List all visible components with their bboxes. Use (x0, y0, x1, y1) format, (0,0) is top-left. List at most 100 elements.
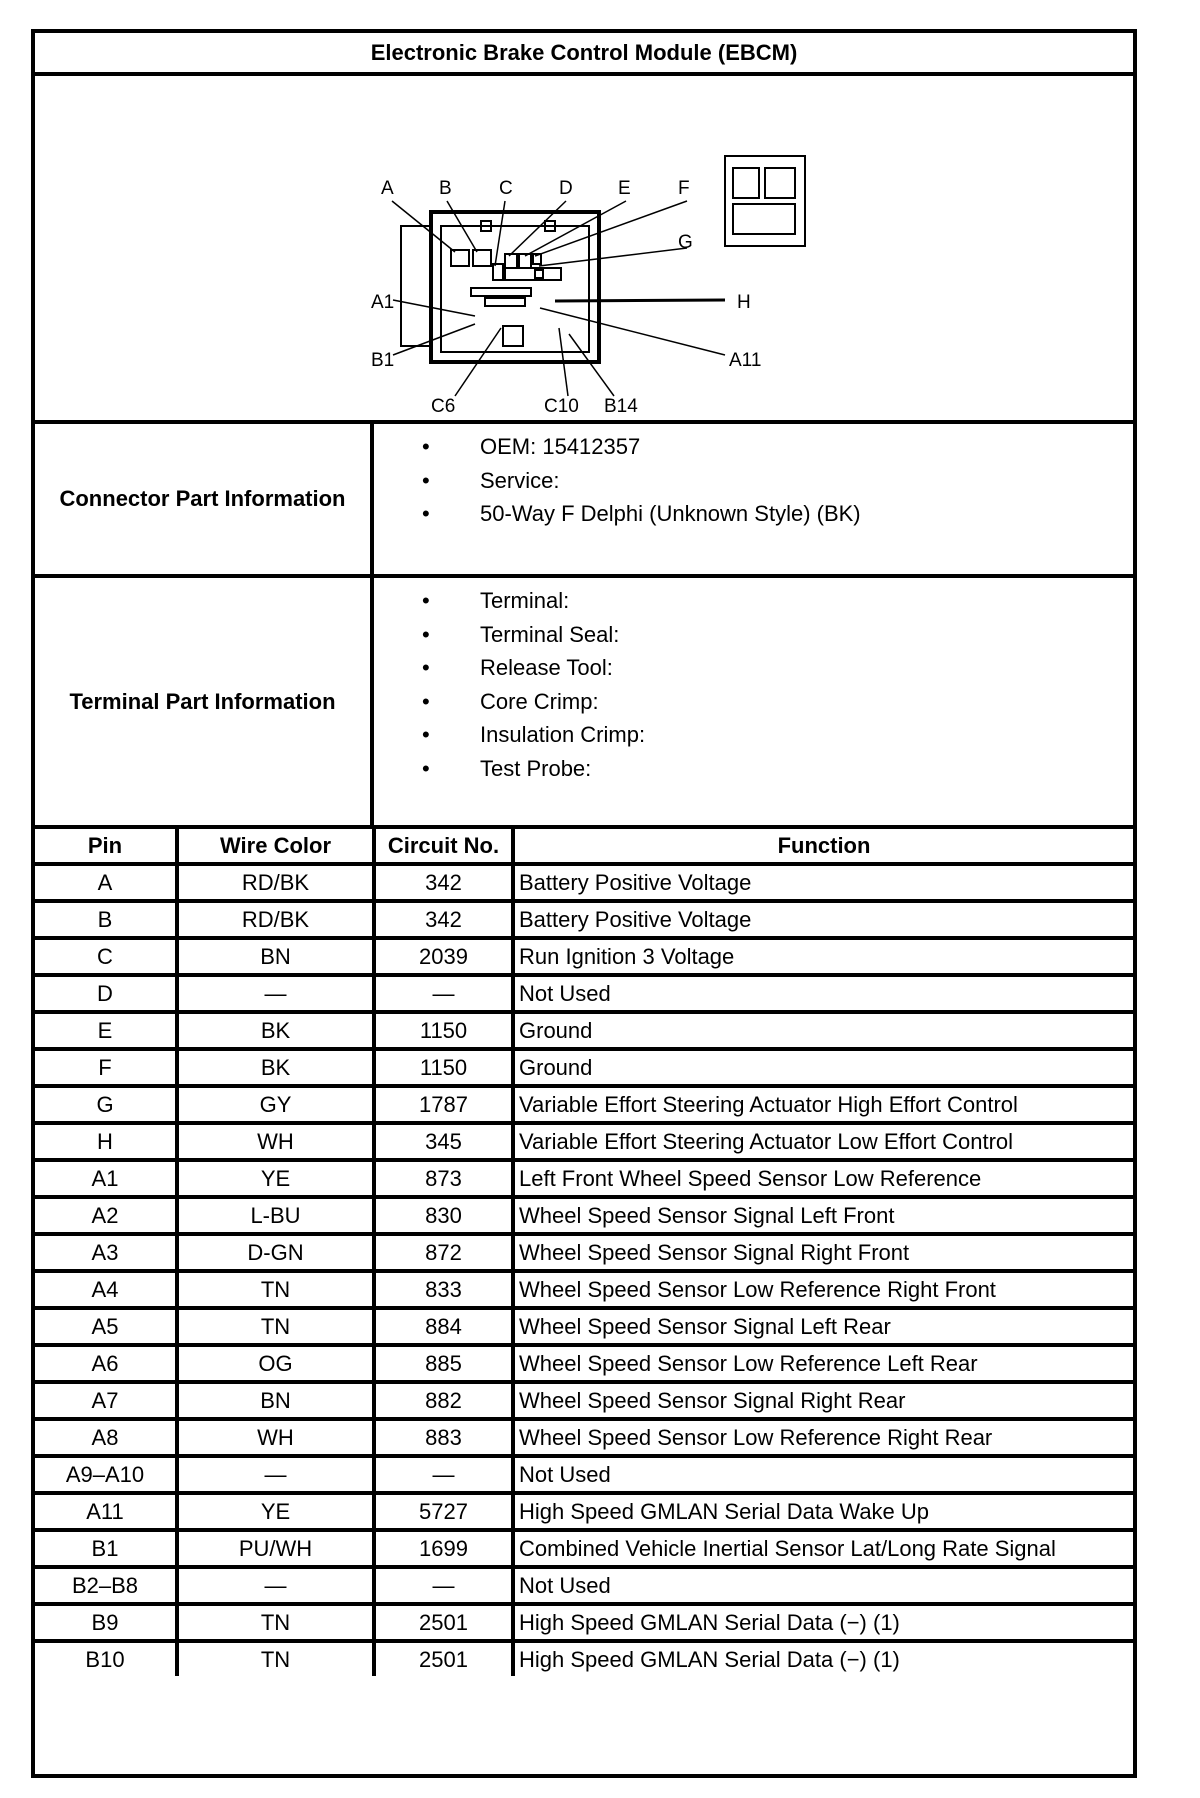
cell-circuit-no: 2039 (372, 936, 515, 977)
release-tool-item: Release Tool: (374, 651, 645, 685)
table-row: C BN 2039 Run Ignition 3 Voltage (35, 936, 1133, 977)
cell-wire-color: WH (175, 1417, 376, 1458)
terminal-item: Terminal: (374, 584, 645, 618)
cell-wire-color: RD/BK (175, 899, 376, 940)
cell-circuit-no: 342 (372, 862, 515, 903)
pin-label-b: B (439, 178, 452, 199)
pin-label-d: D (559, 178, 573, 199)
table-row: A9–A10— — Not Used (35, 1454, 1133, 1495)
table-row: F BK 1150 Ground (35, 1047, 1133, 1088)
core-crimp-item: Core Crimp: (374, 685, 645, 719)
cell-wire-color: — (175, 973, 376, 1014)
cell-pin: A2 (35, 1195, 179, 1236)
pin-label-a: A (381, 178, 394, 199)
table-row: D — — Not Used (35, 973, 1133, 1014)
cell-function: Wheel Speed Sensor Low Reference Right F… (511, 1269, 1133, 1310)
header-circuit-no: Circuit No. (372, 829, 515, 866)
connector-description: 50-Way F Delphi (Unknown Style) (BK) (374, 497, 861, 531)
cell-wire-color: YE (175, 1158, 376, 1199)
pin-label-a1: A1 (371, 292, 394, 313)
table-row: E BK 1150 Ground (35, 1010, 1133, 1051)
cell-wire-color: — (175, 1565, 376, 1606)
table-row: A3 D-GN 872 Wheel Speed Sensor Signal Right… (35, 1232, 1133, 1273)
cell-pin: E (35, 1010, 179, 1051)
connector-part-info: Connector Part Information OEM: 15412357… (35, 424, 1133, 578)
cell-pin: A1 (35, 1158, 179, 1199)
table-row: H WH 345 Variable Effort Steering Actuator … (35, 1121, 1133, 1162)
cell-circuit-no: 885 (372, 1343, 515, 1384)
cell-wire-color: BN (175, 1380, 376, 1421)
table-row: A5 TN 884 Wheel Speed Sensor Signal Left Re… (35, 1306, 1133, 1347)
pin-label-c: C (499, 178, 513, 199)
table-row: A7 BN 882 Wheel Speed Sensor Signal Right R… (35, 1380, 1133, 1421)
cell-wire-color: TN (175, 1602, 376, 1643)
cell-circuit-no: 1150 (372, 1010, 515, 1051)
cell-wire-color: WH (175, 1121, 376, 1162)
cell-wire-color: PU/WH (175, 1528, 376, 1569)
header-wire-color: Wire Color (175, 829, 376, 866)
cell-pin: B2–B8 (35, 1565, 179, 1606)
cell-pin: A5 (35, 1306, 179, 1347)
cell-circuit-no: 873 (372, 1158, 515, 1199)
cell-function: Variable Effort Steering Actuator High E… (511, 1084, 1133, 1125)
table-row: B1 PU/WH 1699 Combined Vehicle Inertial Sen… (35, 1528, 1133, 1569)
cell-function: Not Used (511, 973, 1133, 1014)
cell-wire-color: BK (175, 1047, 376, 1088)
cell-circuit-no: 882 (372, 1380, 515, 1421)
cell-function: High Speed GMLAN Serial Data (−) (1) (511, 1639, 1133, 1676)
cell-function: Wheel Speed Sensor Signal Right Front (511, 1232, 1133, 1273)
cell-wire-color: — (175, 1454, 376, 1495)
cell-function: Not Used (511, 1565, 1133, 1606)
table-row: A4 TN 833 Wheel Speed Sensor Low Reference … (35, 1269, 1133, 1310)
cell-pin: G (35, 1084, 179, 1125)
cell-function: High Speed GMLAN Serial Data (−) (1) (511, 1602, 1133, 1643)
cell-function: Wheel Speed Sensor Signal Left Front (511, 1195, 1133, 1236)
connector-part-list: OEM: 15412357 Service: 50-Way F Delphi (… (374, 430, 861, 531)
cell-wire-color: TN (175, 1269, 376, 1310)
cell-circuit-no: 2501 (372, 1602, 515, 1643)
header-pin: Pin (35, 829, 179, 866)
table-row: A2 L-BU 830 Wheel Speed Sensor Signal Left … (35, 1195, 1133, 1236)
pin-label-a11: A11 (729, 350, 761, 371)
leader-lines (391, 200, 726, 397)
cell-circuit-no: 1787 (372, 1084, 515, 1125)
cell-pin: A11 (35, 1491, 179, 1532)
cell-wire-color: YE (175, 1491, 376, 1532)
cell-circuit-no: — (372, 1565, 515, 1606)
cell-circuit-no: 345 (372, 1121, 515, 1162)
cell-circuit-no: 884 (372, 1306, 515, 1347)
terminal-part-list: Terminal: Terminal Seal: Release Tool: C… (374, 584, 645, 785)
cell-wire-color: TN (175, 1639, 376, 1676)
terminal-part-info-label: Terminal Part Information (35, 578, 374, 825)
table-row: A RD/BK 342 Battery Positive Voltage (35, 862, 1133, 903)
cell-function: Wheel Speed Sensor Low Reference Left Re… (511, 1343, 1133, 1384)
cell-wire-color: TN (175, 1306, 376, 1347)
connector-service: Service: (374, 464, 861, 498)
cell-pin: A4 (35, 1269, 179, 1310)
table-row: A6 OG 885 Wheel Speed Sensor Low Reference … (35, 1343, 1133, 1384)
connector-part-info-label: Connector Part Information (35, 424, 374, 574)
pin-labels: A B C D E F G H A11 A1 B1 C6 C10 B14 (371, 178, 761, 417)
pin-label-c10: C10 (544, 396, 579, 417)
header-function: Function (511, 829, 1133, 866)
photo-thumbnail (724, 155, 806, 247)
table-body: A RD/BK 342 Battery Positive Voltage B RD/BK 3… (35, 862, 1133, 1676)
cell-function: Not Used (511, 1454, 1133, 1495)
cell-function: Combined Vehicle Inertial Sensor Lat/Lon… (511, 1528, 1133, 1569)
pin-label-g: G (678, 232, 693, 253)
cell-pin: A8 (35, 1417, 179, 1458)
cell-pin: B (35, 899, 179, 940)
cell-circuit-no: 833 (372, 1269, 515, 1310)
pin-label-b1: B1 (371, 350, 394, 371)
cell-function: Ground (511, 1010, 1133, 1051)
terminal-seal-item: Terminal Seal: (374, 618, 645, 652)
cell-circuit-no: 1699 (372, 1528, 515, 1569)
cell-circuit-no: 883 (372, 1417, 515, 1458)
cell-function: Battery Positive Voltage (511, 862, 1133, 903)
cell-circuit-no: 872 (372, 1232, 515, 1273)
cell-function: Battery Positive Voltage (511, 899, 1133, 940)
connector-end-view-illustration: A B C D E F G H A11 A1 B1 C6 C10 B14 (371, 155, 806, 417)
pin-label-f: F (678, 178, 690, 199)
cell-wire-color: BK (175, 1010, 376, 1051)
table-header-row: Pin Wire Color Circuit No. Function (35, 829, 1133, 866)
